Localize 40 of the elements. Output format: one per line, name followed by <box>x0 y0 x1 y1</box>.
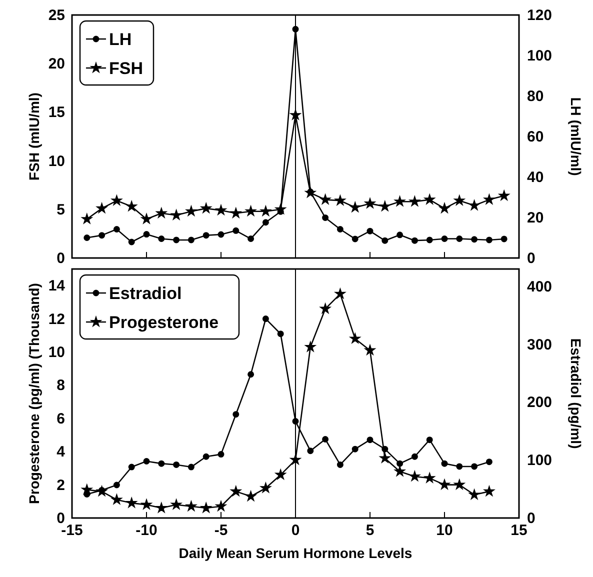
y-axis-title: Progesterone (pg/ml) (Thousand) <box>26 283 42 504</box>
y2-axis-title: LH (mIU/ml) <box>568 97 584 176</box>
x-tick-label: 5 <box>366 522 374 539</box>
y-tick-label: 25 <box>48 7 65 24</box>
legend-label: Estradiol <box>109 284 182 303</box>
y-tick-label: 12 <box>48 310 65 328</box>
legend-label: LH <box>109 30 132 49</box>
y2-tick-label: 20 <box>527 210 544 226</box>
y-axis-title: FSH (mIU/ml) <box>26 92 42 180</box>
legend-label: Progesterone <box>109 313 219 332</box>
y-tick-label: 8 <box>56 377 65 394</box>
x-tick-label: 0 <box>291 522 300 539</box>
x-tick-label: 10 <box>436 522 453 539</box>
y2-tick-label: 0 <box>527 510 536 527</box>
y2-tick-label: 120 <box>527 7 552 24</box>
y2-tick-label: 60 <box>527 128 544 146</box>
y2-tick-label: 200 <box>527 394 552 412</box>
y2-tick-label: 0 <box>527 250 536 267</box>
y2-tick-label: 400 <box>527 278 552 296</box>
y-tick-label: 5 <box>56 201 65 218</box>
y2-tick-label: 300 <box>527 336 552 354</box>
y-tick-label: 10 <box>48 152 65 170</box>
y-tick-label: 6 <box>56 410 65 428</box>
y2-axis-title: Estradiol (pg/ml) <box>568 338 584 449</box>
y2-tick-label: 100 <box>527 452 552 470</box>
y-tick-label: 15 <box>48 104 65 122</box>
y-tick-label: 20 <box>48 56 65 73</box>
y2-tick-label: 40 <box>527 169 544 186</box>
y2-tick-label: 100 <box>527 48 552 64</box>
x-axis-title: Daily Mean Serum Hormone Levels <box>178 545 412 561</box>
y-tick-label: 14 <box>48 278 66 295</box>
x-tick-label: -10 <box>136 522 158 539</box>
y-tick-label: 0 <box>56 250 65 267</box>
y2-tick-label: 80 <box>527 88 544 105</box>
x-tick-label: -5 <box>214 522 228 539</box>
legend-label: FSH <box>109 59 143 78</box>
y-tick-label: 4 <box>56 444 66 461</box>
y-tick-label: 10 <box>48 344 65 361</box>
x-tick-label: 15 <box>510 522 528 539</box>
y-tick-label: 2 <box>56 476 65 494</box>
